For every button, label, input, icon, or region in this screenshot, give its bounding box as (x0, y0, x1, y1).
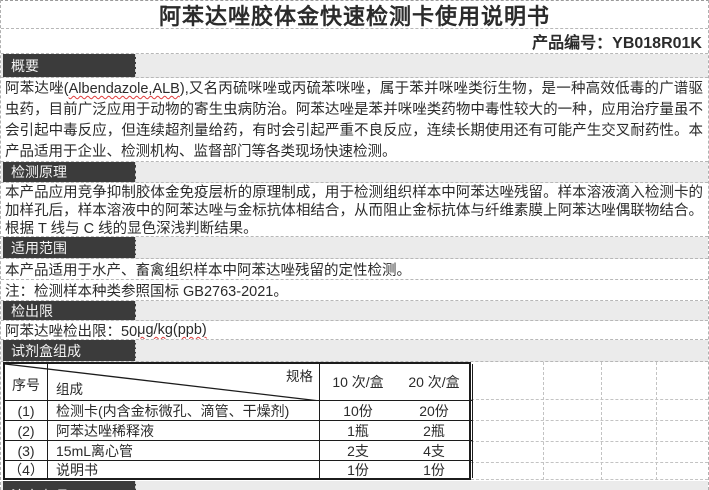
detection-limit-unit: μg/kg(ppb) (137, 322, 207, 338)
corner-label-composition: 组成 (56, 382, 83, 397)
summary-paragraph: 阿苯达唑(Albendazole,ALB),又名丙硫咪唑或丙硫苯咪唑，属于苯并咪… (1, 78, 708, 162)
kit-table-zone: 序号 规格 组成 10 次/盒 20 次/盒 (1) 检测卡(内含金标微孔、滴管… (1, 362, 708, 481)
scope-note-text: 注：检测样本种类参照国标 GB2763-2021。 (5, 283, 288, 300)
ghost-gridlines (1, 362, 708, 481)
product-code: 产品编号：YB018R01K (532, 35, 702, 52)
table-cell-no: （4） (5, 461, 48, 478)
scope-note-line: 注：检测样本种类参照国标 GB2763-2021。 (1, 280, 708, 301)
table-cell-q10: 1份 (347, 461, 369, 478)
table-cell-q10: 10份 (320, 401, 396, 421)
table-cell-q20: 4支 (396, 441, 473, 461)
section-header-limit: 检出限 (1, 301, 708, 321)
principle-paragraph: 本产品应用竞争抑制胶体金免疫层析的原理制成，用于检测组织样本中阿苯达唑残留。样本… (1, 183, 708, 237)
principle-text: 本产品应用竞争抑制胶体金免疫层析的原理制成，用于检测组织样本中阿苯达唑残留。样本… (5, 185, 703, 237)
section-bar-kit: 试剂盒组成 (3, 340, 136, 361)
table-cell-name: 15mL离心管 (48, 441, 320, 461)
col-header-20-per-box: 20 次/盒 (396, 364, 473, 401)
section-bar-notes: 注意事项 (3, 481, 136, 490)
summary-text-body: ),又名丙硫咪唑或丙硫苯咪唑，属于苯并咪唑类衍生物，是一种高效低毒的广谱驱虫药，… (5, 81, 703, 160)
table-cell-no: (3) (5, 441, 48, 461)
table-cell-no: (1) (5, 401, 48, 421)
table-cell-q20: 2瓶 (396, 421, 473, 441)
table-cell-q20: 1份 (396, 461, 473, 478)
section-header-kit: 试剂盒组成 (1, 340, 708, 362)
scope-line: 本产品适用于水产、畜禽组织样本中阿苯达唑残留的定性检测。 (1, 259, 708, 280)
table-cell-no: (2) (5, 421, 48, 441)
corner-label-spec: 规格 (286, 369, 313, 384)
title-row: 阿苯达唑胶体金快速检测卡使用说明书 (1, 1, 708, 29)
col-header-composition-spec: 规格 组成 (48, 364, 320, 401)
section-header-notes-cutoff: 注意事项 (1, 481, 708, 490)
section-header-principle: 检测原理 (1, 162, 708, 183)
section-bar-scope: 适用范围 (3, 237, 136, 258)
section-header-summary: 概要 (1, 54, 708, 78)
section-bar-limit: 检出限 (3, 301, 136, 320)
page-title: 阿苯达唑胶体金快速检测卡使用说明书 (158, 3, 550, 29)
summary-text-lead: 阿苯达唑( (5, 81, 69, 97)
product-code-row: 产品编号：YB018R01K (1, 29, 708, 54)
table-cell-name: 说明书 (48, 461, 320, 478)
section-bar-summary: 概要 (3, 54, 136, 77)
table-cell-name: 阿苯达唑稀释液 (48, 421, 320, 441)
section-bar-principle: 检测原理 (3, 162, 136, 182)
kit-composition-table: 序号 规格 组成 10 次/盒 20 次/盒 (1) 检测卡(内含金标微孔、滴管… (3, 362, 473, 480)
table-cell-q10: 1瓶 (320, 421, 396, 441)
col-header-10-per-box: 10 次/盒 (320, 364, 396, 401)
detection-limit-lead: 阿苯达唑检出限：50 (5, 323, 138, 340)
table-cell-q10: 2支 (320, 441, 396, 461)
table-cell-name: 检测卡(内含金标微孔、滴管、干燥剂) (48, 401, 320, 421)
section-header-scope: 适用范围 (1, 237, 708, 259)
summary-latin-term: Albendazole,ALB (68, 81, 180, 97)
scope-text: 本产品适用于水产、畜禽组织样本中阿苯达唑残留的定性检测。 (5, 262, 411, 279)
col-header-no: 序号 (5, 364, 48, 401)
detection-limit-line: 阿苯达唑检出限：50 μg/kg(ppb) (1, 321, 708, 340)
table-cell-q20: 20份 (396, 401, 473, 421)
